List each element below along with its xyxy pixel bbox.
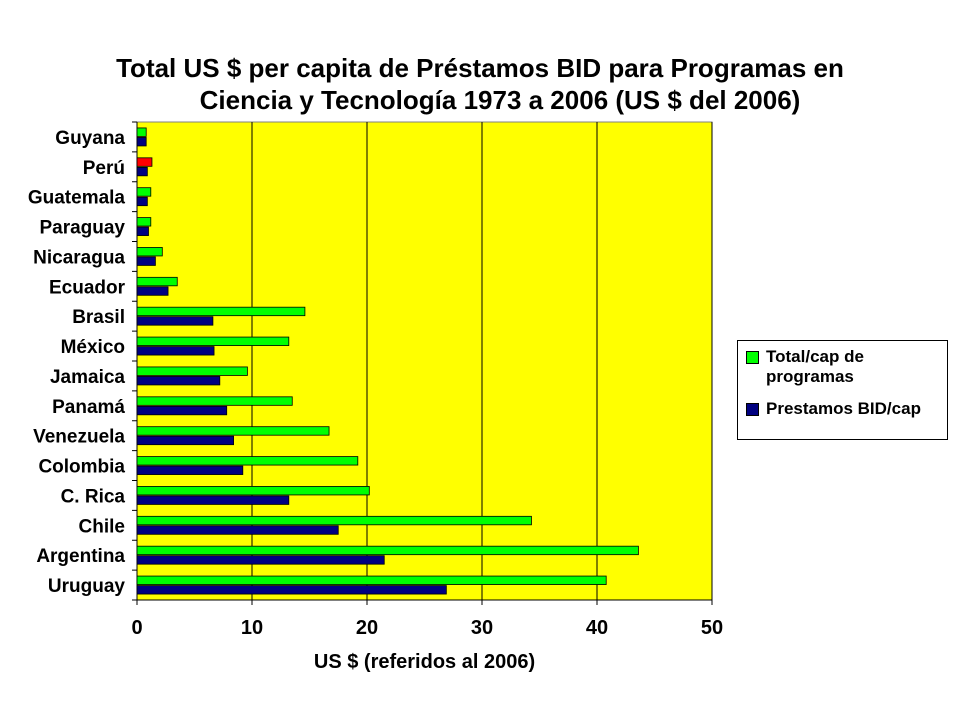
bar-total	[136, 366, 248, 376]
x-tick-label: 30	[471, 617, 493, 639]
legend-item-prestamos: Prestamos BID/cap	[746, 399, 921, 419]
legend-item-total: Total/cap de programas	[746, 347, 864, 386]
bar-prestamos	[136, 495, 290, 505]
bar-prestamos	[136, 525, 339, 535]
bar-total	[136, 396, 293, 406]
legend-label-total-line-1: Total/cap de	[766, 347, 864, 366]
bar-total	[136, 515, 532, 526]
bar-prestamos	[136, 316, 214, 326]
bar-total	[136, 486, 370, 496]
bar-total	[136, 336, 290, 346]
legend-swatch-total	[746, 351, 759, 364]
bar-total	[136, 426, 330, 436]
bar-total	[136, 247, 163, 257]
chart-title: Total US $ per capita de Préstamos BID p…	[0, 52, 960, 116]
bar-total	[136, 306, 306, 317]
x-tick-label: 50	[701, 617, 723, 639]
category-label: C. Rica	[61, 486, 126, 507]
bar-prestamos	[136, 196, 148, 207]
bar-prestamos	[136, 226, 149, 236]
bar-total	[136, 187, 152, 197]
bar-total	[136, 545, 639, 556]
chart-title-line-2: Ciencia y Tecnología 1973 a 2006 (US $ d…	[199, 85, 801, 115]
category-label: Guatemala	[28, 188, 126, 209]
bar-prestamos	[136, 376, 221, 386]
category-label: Chile	[79, 516, 125, 537]
bar-prestamos	[136, 166, 148, 177]
category-label: Ecuador	[49, 277, 126, 298]
legend-swatch-prestamos	[746, 403, 759, 416]
bar-total	[136, 217, 152, 227]
bar-total	[136, 456, 359, 466]
x-tick-label: 10	[241, 617, 263, 639]
bar-prestamos	[136, 585, 447, 595]
category-label: Venezuela	[33, 427, 125, 448]
category-label: Colombia	[38, 457, 125, 478]
x-axis-title: US $ (referidos al 2006)	[314, 651, 535, 673]
category-label: Guyana	[55, 128, 125, 149]
legend-label-total-line-2: programas	[766, 367, 854, 386]
legend-label-prestamos: Prestamos BID/cap	[766, 399, 921, 418]
bar-prestamos	[136, 346, 215, 356]
x-tick-label: 0	[131, 617, 142, 639]
bar-prestamos	[136, 555, 385, 565]
chart-legend: Total/cap de programas Prestamos BID/cap	[737, 340, 948, 440]
category-label: Panamá	[52, 397, 125, 418]
bar-total	[136, 157, 153, 167]
bar-prestamos	[136, 465, 244, 475]
category-label: Paraguay	[39, 218, 125, 239]
category-label: Jamaica	[50, 367, 125, 388]
x-tick-label: 20	[356, 617, 378, 639]
bar-prestamos	[136, 256, 156, 266]
chart-title-line-1: Total US $ per capita de Préstamos BID p…	[116, 53, 844, 83]
bar-total	[136, 575, 607, 585]
bar-prestamos	[136, 137, 147, 147]
bar-prestamos	[136, 286, 169, 296]
bar-prestamos	[136, 405, 228, 416]
category-label: Perú	[83, 158, 125, 179]
category-label: Brasil	[72, 307, 125, 328]
category-label: México	[61, 337, 125, 358]
bar-total	[136, 127, 147, 137]
bar-prestamos	[136, 435, 234, 446]
category-label: Uruguay	[48, 576, 126, 597]
bar-total	[136, 276, 178, 287]
x-tick-label: 40	[586, 617, 608, 639]
category-label: Argentina	[36, 546, 125, 567]
category-label: Nicaragua	[33, 247, 125, 268]
